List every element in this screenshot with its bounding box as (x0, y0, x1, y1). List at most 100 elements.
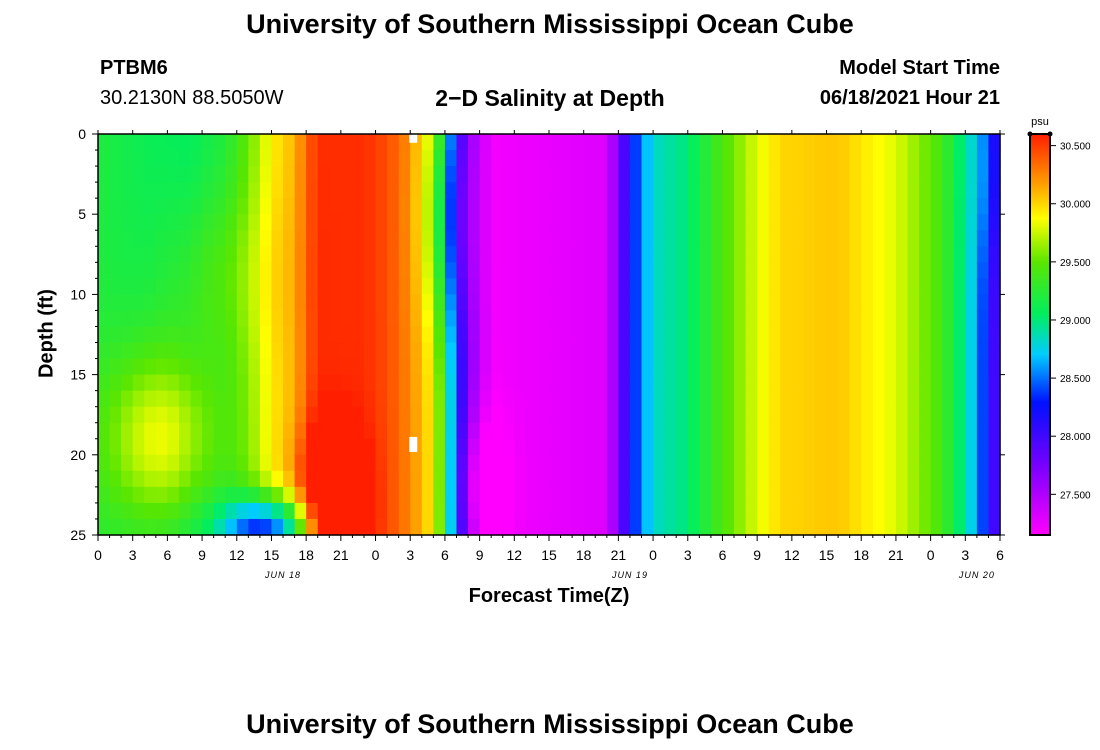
heatmap-cell (942, 326, 955, 344)
heatmap-cell (595, 166, 608, 183)
heatmap-cell (225, 262, 238, 279)
heatmap-cell (583, 454, 596, 472)
heatmap-cell (814, 422, 828, 440)
heatmap-cell (606, 326, 619, 344)
heatmap-cell (167, 246, 180, 263)
heatmap-cell (387, 310, 400, 328)
heatmap-cell (132, 310, 145, 328)
heatmap-cell (745, 518, 758, 536)
heatmap-cell (225, 422, 238, 440)
heatmap-cell (930, 390, 943, 408)
x-tick-label: 12 (229, 547, 245, 563)
heatmap-cell (838, 278, 851, 295)
heatmap-cell (491, 406, 504, 424)
heatmap-cell (861, 486, 874, 504)
heatmap-cell (595, 390, 608, 408)
heatmap-cell (363, 198, 377, 215)
heatmap-cell (919, 198, 932, 215)
heatmap-cell (710, 326, 724, 344)
heatmap-cell (838, 214, 851, 231)
heatmap-cell (560, 166, 573, 183)
heatmap-cell (155, 374, 168, 392)
heatmap-cell (248, 294, 261, 312)
heatmap-cell (398, 374, 411, 392)
heatmap-cell (884, 278, 897, 295)
heatmap-cell (988, 262, 1001, 279)
heatmap-cell (861, 406, 874, 424)
heatmap-cell (653, 326, 666, 344)
heatmap-cell (213, 246, 226, 263)
heatmap-cell (618, 502, 631, 520)
heatmap-cell (236, 262, 249, 279)
heatmap-cell (687, 358, 700, 376)
heatmap-cell (433, 150, 446, 167)
heatmap-cell (699, 262, 712, 279)
heatmap-cell (734, 406, 747, 424)
heatmap-cell (861, 422, 874, 440)
heatmap-cell (606, 150, 619, 167)
heatmap-cell (121, 182, 134, 199)
heatmap-cell (537, 134, 550, 151)
heatmap-cell (976, 374, 990, 392)
heatmap-cell (988, 230, 1001, 247)
heatmap-cell (687, 310, 700, 328)
heatmap-cell (606, 214, 619, 231)
colorbar-tick-label: 29.500 (1060, 258, 1091, 269)
heatmap-cell (976, 294, 990, 312)
heatmap-cell (722, 454, 735, 472)
heatmap-cell (352, 150, 365, 167)
heatmap-cell (826, 518, 839, 536)
heatmap-cell (525, 166, 539, 183)
heatmap-cell (699, 342, 712, 360)
heatmap-cell (768, 342, 781, 360)
heatmap-cell (340, 230, 354, 247)
heatmap-cell (549, 214, 562, 231)
heatmap-cell (560, 278, 573, 295)
heatmap-cell (410, 342, 423, 360)
heatmap-cell (294, 518, 307, 536)
heatmap-cell (895, 214, 909, 231)
heatmap-cell (734, 262, 747, 279)
heatmap-cell (387, 422, 400, 440)
heatmap-cell (329, 182, 342, 199)
heatmap-cell (468, 422, 481, 440)
heatmap-cell (502, 502, 515, 520)
heatmap-cell (734, 150, 747, 167)
heatmap-cell (583, 438, 596, 456)
heatmap-cell (502, 294, 515, 312)
heatmap-cell (734, 310, 747, 328)
heatmap-cell (965, 358, 978, 376)
heatmap-cell (745, 262, 758, 279)
heatmap-cell (930, 166, 943, 183)
heatmap-cell (722, 150, 735, 167)
heatmap-cell (537, 438, 550, 456)
heatmap-cell (398, 342, 411, 360)
heatmap-cell (444, 326, 458, 344)
heatmap-cell (213, 262, 226, 279)
heatmap-cell (768, 374, 781, 392)
heatmap-cell (178, 278, 192, 295)
heatmap-cell (132, 374, 145, 392)
heatmap-cell (560, 342, 573, 360)
heatmap-cell (849, 486, 862, 504)
heatmap-cell (572, 502, 585, 520)
heatmap-cell (965, 486, 978, 504)
heatmap-cell (190, 198, 203, 215)
heatmap-cell (329, 134, 342, 151)
heatmap-cell (768, 486, 781, 504)
heatmap-cell (294, 390, 307, 408)
heatmap-cell (780, 230, 793, 247)
heatmap-cell (768, 310, 781, 328)
heatmap-cell (468, 182, 481, 199)
heatmap-cell (213, 486, 226, 504)
heatmap-cell (965, 310, 978, 328)
heatmap-cell (144, 294, 157, 312)
heatmap-cell (98, 246, 111, 263)
heatmap-cell (734, 454, 747, 472)
heatmap-cell (352, 422, 365, 440)
heatmap-cell (271, 502, 284, 520)
heatmap-cell (768, 246, 781, 263)
heatmap-cell (780, 374, 793, 392)
heatmap-cell (710, 518, 724, 536)
heatmap-cell (814, 438, 828, 456)
